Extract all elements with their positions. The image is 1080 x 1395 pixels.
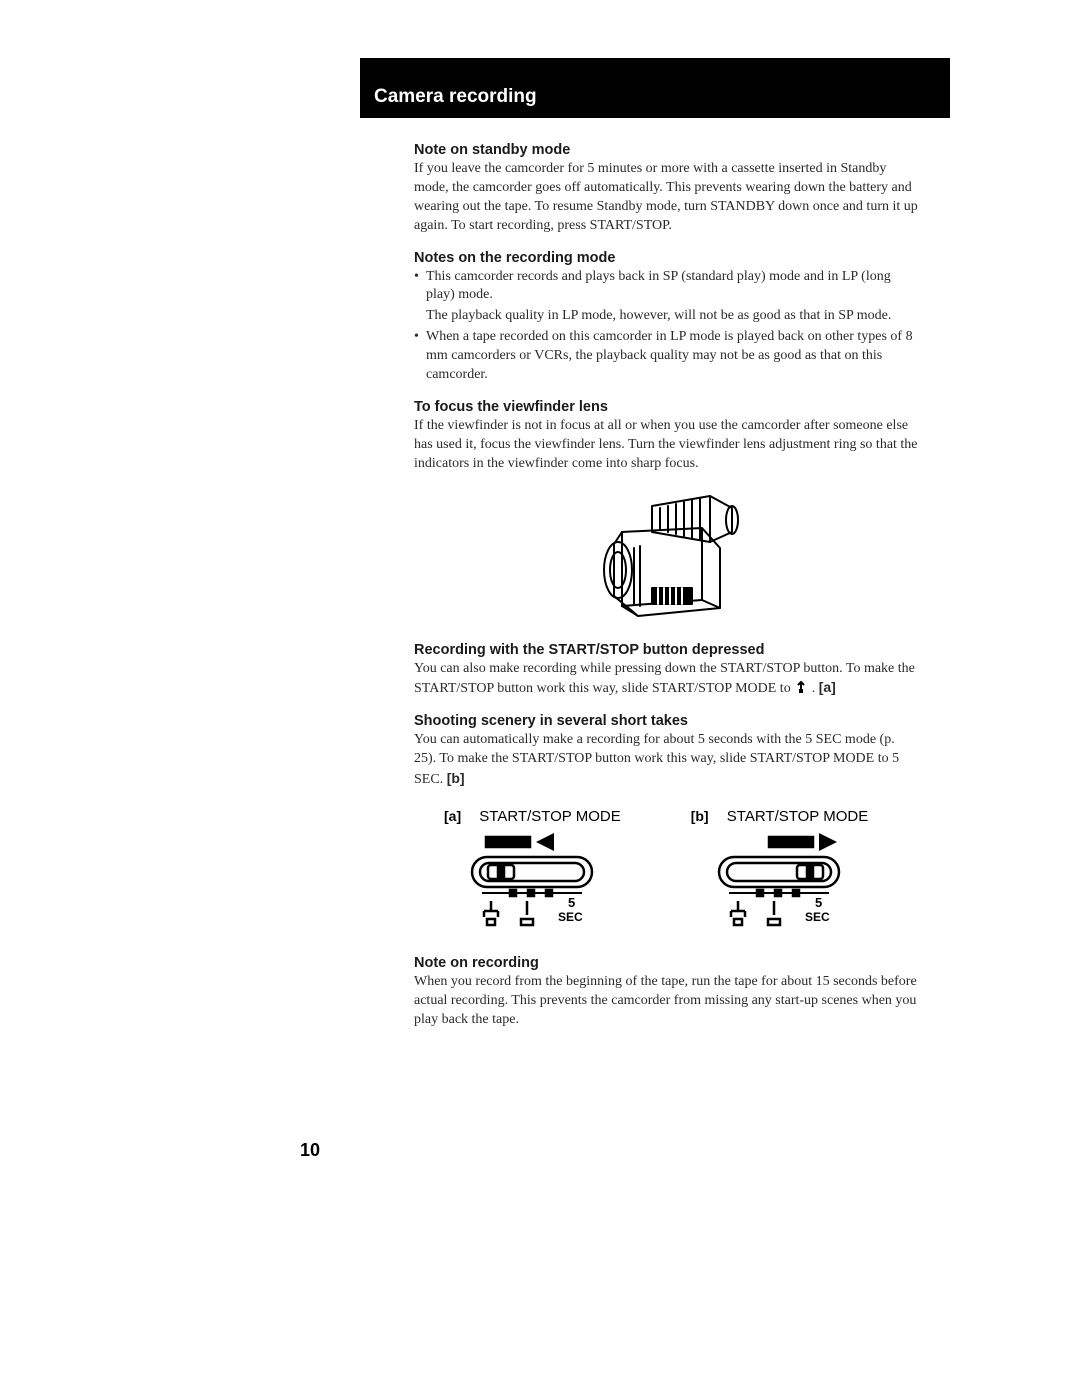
- para-noterec: When you record from the beginning of th…: [414, 973, 920, 1030]
- startstop-text-b: .: [812, 681, 819, 696]
- heading-focus: To focus the viewfinder lens: [414, 399, 920, 415]
- heading-scenery: Shooting scenery in several short takes: [414, 713, 920, 729]
- diagram-a-sec: SEC: [558, 910, 583, 924]
- switch-diagram-a: 5 SEC: [462, 833, 602, 928]
- section-header-bar: Camera recording: [360, 58, 950, 118]
- para-startstop: You can also make recording while pressi…: [414, 660, 920, 700]
- heading-recmode: Notes on the recording mode: [414, 250, 920, 266]
- startstop-tag-a: [a]: [819, 679, 836, 695]
- recmode-list-2: When a tape recorded on this camcorder i…: [414, 328, 920, 385]
- heading-standby: Note on standby mode: [414, 142, 920, 158]
- recmode-bullet-2: When a tape recorded on this camcorder i…: [414, 328, 920, 385]
- diagram-b-label: START/STOP MODE: [727, 808, 868, 825]
- para-scenery: You can automatically make a recording f…: [414, 731, 920, 790]
- content-column: Note on standby mode If you leave the ca…: [360, 142, 920, 1030]
- diagram-a-tag: [a]: [444, 808, 461, 824]
- recmode-bullet-1: This camcorder records and plays back in…: [414, 268, 920, 306]
- diagram-b-5: 5: [815, 895, 822, 910]
- page-number: 10: [300, 1140, 320, 1161]
- diagram-b-tag: [b]: [691, 808, 709, 824]
- heading-noterec: Note on recording: [414, 955, 920, 971]
- press-hold-icon: [794, 680, 808, 694]
- startstop-text-a: You can also make recording while pressi…: [414, 661, 915, 697]
- para-focus: If the viewfinder is not in focus at all…: [414, 417, 920, 474]
- heading-startstop: Recording with the START/STOP button dep…: [414, 642, 920, 658]
- switch-diagram-b: 5 SEC: [709, 833, 849, 928]
- para-standby: If you leave the camcorder for 5 minutes…: [414, 160, 920, 236]
- scenery-text-a: You can automatically make a recording f…: [414, 732, 899, 787]
- diagram-b-sec: SEC: [805, 910, 830, 924]
- page-title: Camera recording: [374, 86, 936, 108]
- mode-diagram-row: [a] START/STOP MODE: [414, 808, 920, 933]
- recmode-bullet-1b: The playback quality in LP mode, however…: [414, 307, 920, 326]
- scenery-tag-b: [b]: [447, 770, 465, 786]
- diagram-a-5: 5: [568, 895, 575, 910]
- manual-page: Camera recording Note on standby mode If…: [360, 58, 1010, 1032]
- recmode-list: This camcorder records and plays back in…: [414, 268, 920, 306]
- diagram-b: [b] START/STOP MODE: [691, 808, 868, 933]
- camcorder-illustration: [582, 488, 752, 628]
- diagram-a: [a] START/STOP MODE: [444, 808, 621, 933]
- diagram-a-label: START/STOP MODE: [479, 808, 620, 825]
